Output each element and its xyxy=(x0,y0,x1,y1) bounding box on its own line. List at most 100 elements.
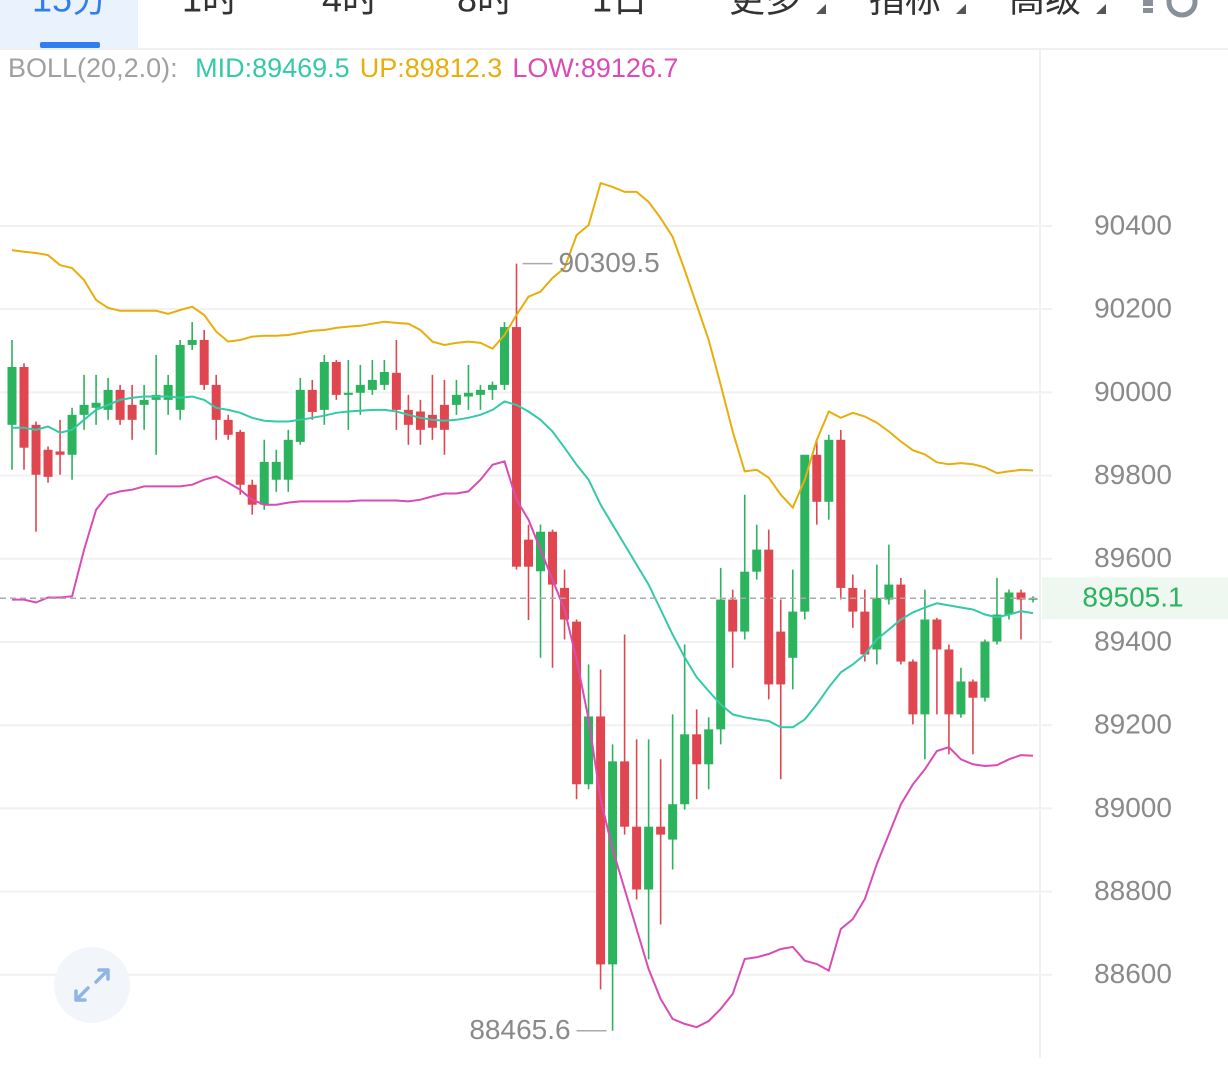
candle-body xyxy=(79,404,89,415)
candle-body xyxy=(896,584,906,662)
candle-body xyxy=(427,414,437,428)
plot-area xyxy=(7,181,1038,1031)
candle-body xyxy=(908,661,918,715)
y-tick-label: 89200 xyxy=(1094,709,1172,740)
legend-item: MID:89469.5 xyxy=(195,53,350,83)
candle-body xyxy=(343,392,353,395)
candle-body xyxy=(127,404,137,420)
indicator-label: BOLL(20,2.0): xyxy=(8,53,178,83)
candle-body xyxy=(752,549,762,572)
candle-body xyxy=(259,461,269,505)
candle-body xyxy=(740,571,750,632)
candle-body xyxy=(728,599,738,632)
candle-body xyxy=(644,826,654,890)
candle-body xyxy=(43,449,53,477)
candle-body xyxy=(31,424,41,475)
tab[interactable]: 高级 xyxy=(1009,0,1081,20)
legend-item: LOW:89126.7 xyxy=(512,53,678,83)
y-tick-label: 90200 xyxy=(1094,293,1172,324)
candle-body xyxy=(331,362,341,395)
candle-body xyxy=(475,389,485,395)
candle-body xyxy=(932,619,942,650)
candle-body xyxy=(511,327,521,567)
settings-icon[interactable] xyxy=(1143,0,1198,18)
candle-body xyxy=(608,761,618,965)
candle-body xyxy=(283,439,293,480)
candle-body xyxy=(788,611,798,658)
candle-body xyxy=(548,531,558,585)
candle-body xyxy=(764,549,774,685)
boll-line xyxy=(11,181,1034,510)
candle-body xyxy=(211,384,221,420)
candle-body xyxy=(139,399,149,405)
y-tick-label: 88600 xyxy=(1094,958,1172,989)
candle-body xyxy=(163,384,173,400)
tab[interactable]: 指标 xyxy=(869,0,941,20)
candle-body xyxy=(776,631,786,685)
tab[interactable]: 1日 xyxy=(592,0,648,20)
candle-body xyxy=(115,389,125,420)
candle-body xyxy=(367,379,377,390)
candle-body xyxy=(355,384,365,393)
candle-body xyxy=(7,367,17,425)
candle-body xyxy=(391,372,401,410)
y-tick-label: 89800 xyxy=(1094,459,1172,490)
candle-body xyxy=(403,409,413,425)
tab[interactable]: 8时 xyxy=(457,0,513,20)
candle-body xyxy=(884,584,894,600)
candle-body xyxy=(67,414,77,455)
candle-body xyxy=(415,411,425,430)
tab-indicator xyxy=(40,42,100,48)
last-price-bg xyxy=(1042,577,1228,620)
tab[interactable]: 15分 xyxy=(32,0,108,20)
candle-body xyxy=(524,539,534,567)
candle-body xyxy=(632,826,642,890)
candle-body xyxy=(872,597,882,650)
max-annotation: 90309.5 xyxy=(558,247,659,278)
candle-body xyxy=(560,587,570,620)
candle-body xyxy=(1016,592,1026,600)
candle-body xyxy=(572,621,582,785)
candle-body xyxy=(175,344,185,410)
candle-body xyxy=(680,734,690,805)
y-tick-label: 89600 xyxy=(1094,542,1172,573)
dropdown-arrows xyxy=(816,4,1106,14)
candle-body xyxy=(499,327,509,385)
candle-body xyxy=(944,649,954,715)
tab-selected-bg xyxy=(0,0,138,48)
tab[interactable]: 1时 xyxy=(182,0,238,20)
y-tick-label: 89400 xyxy=(1094,625,1172,656)
candle-body xyxy=(1004,592,1014,615)
candle-body xyxy=(812,454,822,502)
boll-line xyxy=(12,460,1034,1029)
candle-body xyxy=(199,339,209,385)
candle-body xyxy=(187,339,197,345)
candle-body xyxy=(463,392,473,397)
candle-body xyxy=(91,402,101,408)
candle-body xyxy=(439,404,449,430)
candle-body xyxy=(800,454,810,612)
candle-body xyxy=(19,367,29,448)
expand-button[interactable] xyxy=(54,947,130,1023)
candle-body xyxy=(223,419,233,435)
candle-body xyxy=(656,826,666,835)
tab[interactable]: 更多 xyxy=(729,0,801,20)
legend: BOLL(20,2.0): MID:89469.5 UP:89812.3 LOW:8… xyxy=(8,53,678,83)
candle-body xyxy=(620,761,630,827)
candle-body xyxy=(247,484,257,505)
candle-body xyxy=(920,619,930,715)
candle-body xyxy=(668,804,678,840)
legend-item: UP:89812.3 xyxy=(360,53,503,83)
tab[interactable]: 4时 xyxy=(322,0,378,20)
candle-body xyxy=(692,734,702,765)
candle-body xyxy=(451,394,461,405)
y-tick-label: 89000 xyxy=(1094,792,1172,823)
candle-body xyxy=(980,641,990,698)
candle-body xyxy=(584,716,594,785)
candle-body xyxy=(716,599,726,730)
boll-line xyxy=(12,395,1034,729)
grid xyxy=(0,224,1052,976)
y-tick-label: 90000 xyxy=(1094,376,1172,407)
